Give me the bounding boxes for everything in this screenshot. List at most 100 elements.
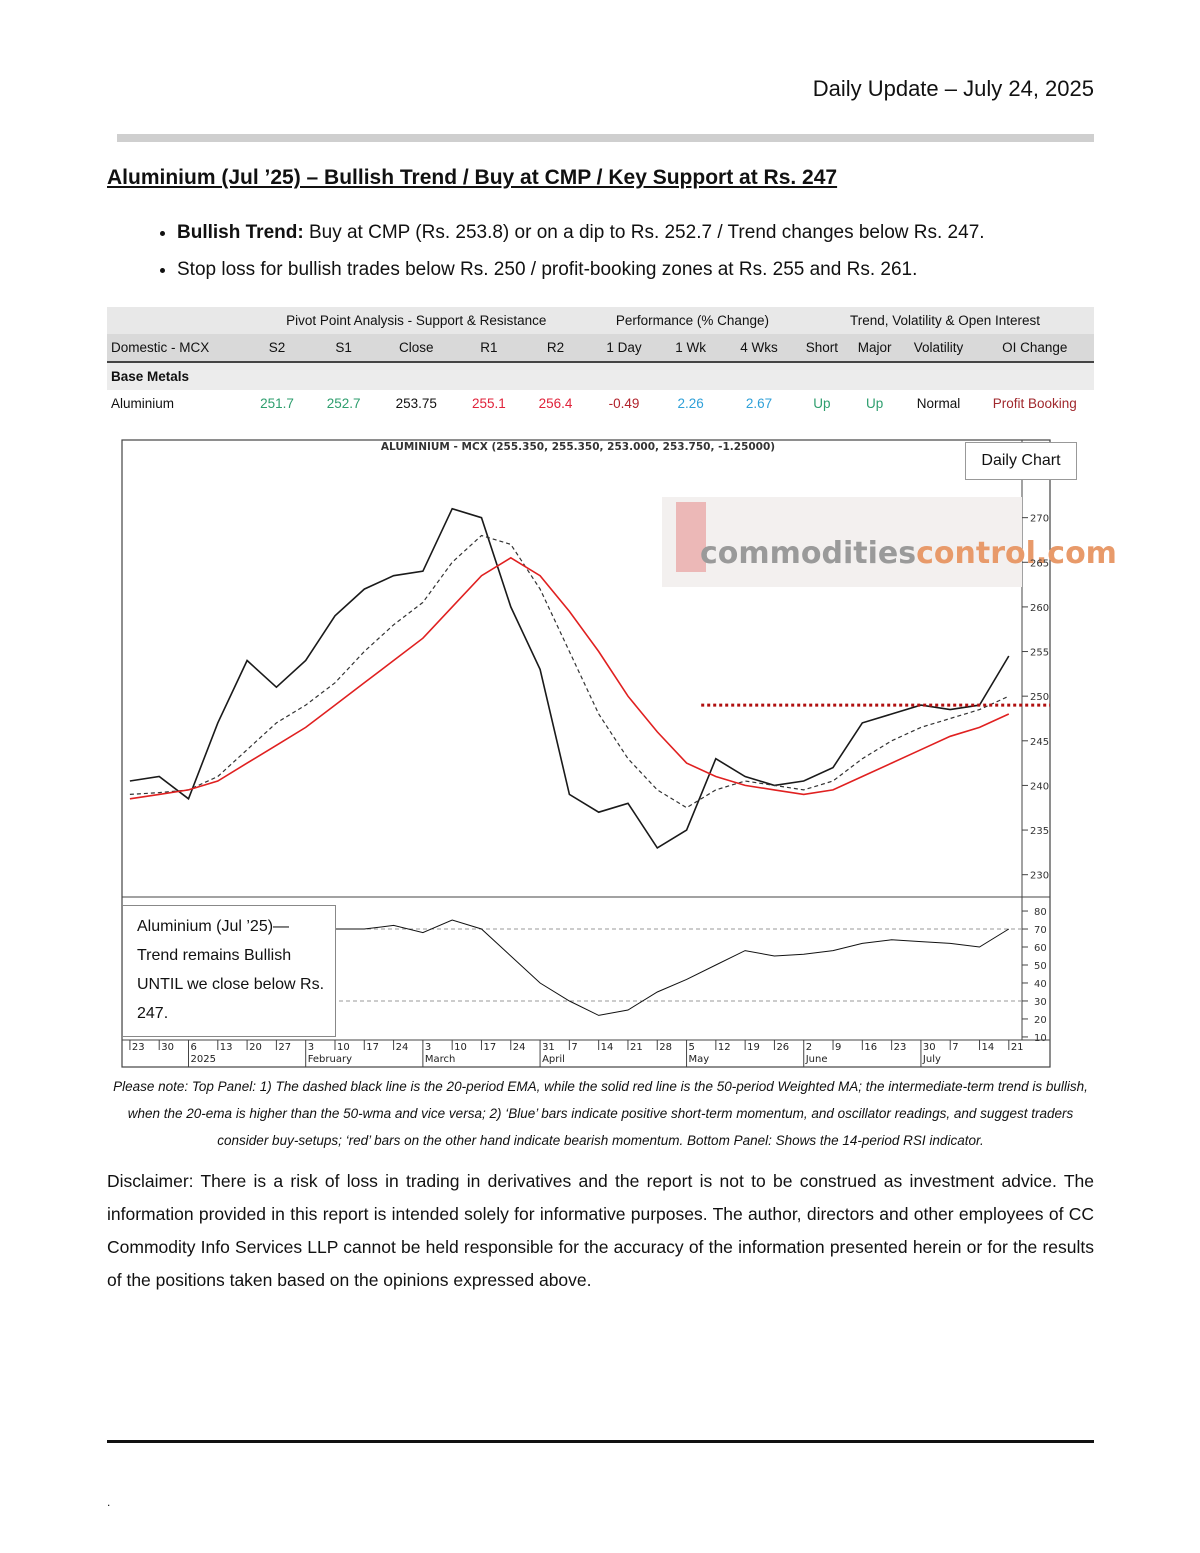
bullet-text: Stop loss for bullish trades below Rs. 2… — [177, 259, 918, 280]
y-tick-label: 245 — [1030, 737, 1049, 748]
footer: . — [107, 1495, 111, 1509]
pivot-table: Pivot Point Analysis - Support & Resista… — [107, 307, 1094, 417]
x-tick-label: 30 — [161, 1042, 174, 1053]
month-label: February — [308, 1054, 352, 1065]
x-tick-label: 17 — [366, 1042, 379, 1053]
column-header: 4 Wks — [722, 334, 797, 363]
watermark-part: commodities — [700, 536, 916, 571]
rsi-tick-label: 10 — [1034, 1033, 1047, 1044]
column-row: Domestic - MCX S2 S1 Close R1 R2 1 Day 1 Wk 4 Wk… — [107, 334, 1094, 363]
y-tick-label: 250 — [1030, 692, 1049, 703]
y-tick-label: 265 — [1030, 558, 1049, 569]
column-header: Domestic - MCX — [107, 334, 244, 363]
x-tick-label: 27 — [278, 1042, 291, 1053]
table-cell: 252.7 — [326, 396, 361, 411]
column-header: 1 Day — [588, 334, 660, 363]
x-tick-label: 14 — [982, 1042, 995, 1053]
rsi-tick-label: 50 — [1034, 961, 1047, 972]
x-tick-label: 17 — [483, 1042, 496, 1053]
column-header: S2 — [243, 334, 311, 363]
bullet: Bullish Trend: Buy at CMP (Rs. 253.8) or… — [177, 220, 1097, 246]
annotation: Aluminium (Jul ’25)—Trend remains Bullis… — [122, 905, 336, 1037]
x-tick-label: 5 — [689, 1042, 695, 1053]
group-header — [107, 307, 244, 334]
x-tick-label: 21 — [630, 1042, 643, 1053]
x-tick-label: 21 — [1011, 1042, 1024, 1053]
month-label: June — [805, 1054, 828, 1065]
x-tick-label: 23 — [132, 1042, 145, 1053]
column-header: OI Change — [975, 334, 1094, 363]
y-tick-label: 230 — [1030, 871, 1049, 882]
x-tick-label: 31 — [542, 1042, 555, 1053]
data-row: Aluminium 251.7 252.7 253.75 255.1 256.4 -0.49… — [107, 390, 1094, 417]
x-tick-label: 13 — [220, 1042, 233, 1053]
month-label: May — [689, 1054, 710, 1065]
section-label: Base Metals — [107, 362, 1094, 390]
month-label: April — [542, 1054, 565, 1065]
x-tick-label: 3 — [308, 1042, 314, 1053]
rsi-tick-label: 20 — [1034, 1015, 1047, 1026]
table-cell: 2.67 — [745, 396, 773, 411]
x-tick-label: 2 — [806, 1042, 812, 1053]
x-tick-label: 3 — [425, 1042, 431, 1053]
disclaimer: Disclaimer: There is a risk of loss in t… — [107, 1171, 1094, 1290]
x-tick-label: 10 — [337, 1042, 350, 1053]
table-cell: 2.26 — [677, 396, 704, 411]
watermark-part: control.com — [916, 536, 1117, 571]
chart-label: Daily Chart — [965, 442, 1077, 480]
x-tick-label: 7 — [952, 1042, 958, 1053]
watermark-logo — [676, 502, 706, 572]
chart-title: ALUMINIUM - MCX (255.350, 255.350, 253.0… — [381, 441, 775, 453]
x-tick-label: 24 — [513, 1042, 526, 1053]
x-tick-label: 20 — [249, 1042, 262, 1053]
bullet-list: Bullish Trend: Buy at CMP (Rs. 253.8) or… — [137, 220, 1097, 294]
table-cell: 253.75 — [395, 396, 437, 411]
column-header: Short — [796, 334, 848, 363]
column-header: Volatility — [901, 334, 976, 363]
watermark: commoditiescontrol.com — [700, 536, 1117, 571]
rsi-line — [335, 919, 1010, 1016]
price-line — [129, 507, 1010, 849]
header-title: Daily Update – July 24, 2025 — [812, 76, 1094, 101]
rsi-tick-label: 40 — [1034, 979, 1047, 990]
month-label: 2025 — [191, 1054, 216, 1065]
group-header: Pivot Point Analysis - Support & Resista… — [243, 307, 589, 334]
x-tick-label: 19 — [747, 1042, 760, 1053]
rsi-tick-label: 30 — [1034, 997, 1047, 1008]
header-bar — [117, 134, 1094, 142]
x-tick-label: 23 — [894, 1042, 907, 1053]
rsi-tick-label: 70 — [1034, 925, 1047, 936]
x-tick-label: 28 — [659, 1042, 672, 1053]
x-tick-label: 10 — [454, 1042, 467, 1053]
month-label: July — [922, 1054, 941, 1065]
y-tick-label: 260 — [1030, 603, 1049, 614]
y-tick-label: 235 — [1030, 826, 1049, 837]
watermark-bg — [662, 497, 1022, 587]
y-tick-label: 270 — [1030, 514, 1049, 525]
column-header: Close — [376, 334, 456, 363]
table-cell: 256.4 — [538, 396, 573, 411]
x-tick-label: 16 — [864, 1042, 877, 1053]
bullet-text: Buy at CMP (Rs. 253.8) or on a dip to Rs… — [308, 222, 985, 243]
rsi-tick-label: 80 — [1034, 907, 1047, 918]
group-header: Performance (% Change) — [588, 307, 797, 334]
table-cell: Aluminium — [111, 396, 175, 411]
table-cell: Up — [813, 396, 831, 411]
group-header: Trend, Volatility & Open Interest — [796, 307, 1094, 334]
table-cell: Profit Booking — [992, 396, 1077, 411]
bullet-label: Bullish Trend: — [177, 222, 304, 243]
section-row: Base Metals — [107, 362, 1094, 390]
y-tick-label: 240 — [1030, 781, 1049, 792]
bullet: Stop loss for bullish trades below Rs. 2… — [177, 257, 1097, 283]
x-tick-label: 14 — [601, 1042, 614, 1053]
price-line — [129, 556, 1010, 800]
x-tick-label: 9 — [835, 1042, 841, 1053]
column-header: 1 Wk — [659, 334, 723, 363]
rsi-tick-label: 60 — [1034, 943, 1047, 954]
y-tick-label: 255 — [1030, 648, 1049, 659]
group-row: Pivot Point Analysis - Support & Resista… — [107, 307, 1094, 334]
column-header: R1 — [455, 334, 523, 363]
table-cell: 255.1 — [471, 396, 506, 411]
table-cell: -0.49 — [608, 396, 640, 411]
